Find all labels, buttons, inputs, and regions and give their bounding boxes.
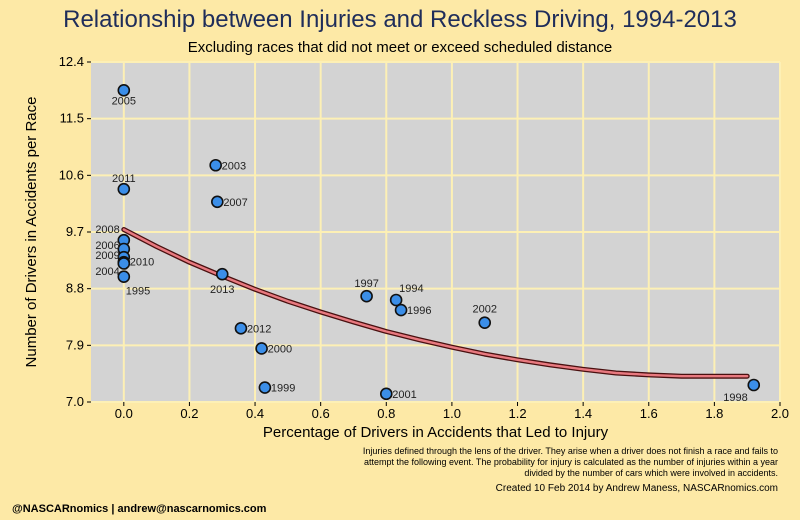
data-point: [478, 316, 492, 329]
footer-contact: @NASCARnomics | andrew@nascarnomics.com: [12, 503, 267, 515]
x-tick-label: 0.8: [377, 406, 395, 421]
data-point: [255, 342, 268, 355]
trend-line-core: [122, 228, 749, 378]
y-tick-label: 12.4: [59, 54, 84, 69]
data-point-label: 1996: [407, 305, 431, 317]
chart-subtitle: Excluding races that did not meet or exc…: [187, 39, 613, 56]
data-point: [234, 322, 248, 335]
y-tick-label: 7.0: [66, 394, 84, 409]
data-point: [379, 387, 393, 401]
x-tick-label: 1.4: [574, 406, 592, 421]
data-point-label: 2004: [95, 266, 119, 278]
data-point: [117, 257, 131, 270]
x-tick-label: 2.0: [771, 406, 789, 421]
y-tick-label: 11.5: [60, 111, 84, 126]
data-point-label: 2000: [268, 343, 292, 355]
data-point: [209, 158, 222, 172]
x-tick-label: 1.8: [705, 406, 723, 421]
data-point-label: 1994: [399, 283, 423, 295]
credit-line: Created 10 Feb 2014 by Andrew Maness, NA…: [495, 483, 778, 494]
data-point: [389, 293, 403, 307]
data-point-label: 2006: [95, 240, 119, 252]
data-point-label: 2013: [210, 284, 234, 296]
data-point-label: 1997: [354, 278, 378, 290]
x-axis-label: Percentage of Drivers in Accidents that …: [263, 424, 609, 441]
data-point: [117, 84, 131, 97]
x-tick-label: 1.0: [443, 406, 461, 421]
data-point: [215, 267, 229, 281]
x-tick-label: 0.2: [180, 406, 198, 421]
data-point-label: 1995: [126, 286, 150, 298]
y-tick-label: 9.7: [66, 224, 84, 239]
data-point: [117, 270, 131, 284]
data-point-label: 2005: [112, 95, 136, 107]
data-point: [747, 378, 761, 392]
data-point-label: 1999: [271, 383, 295, 395]
data-point-label: 2011: [112, 173, 136, 185]
trend-line: [121, 227, 750, 379]
axis-ticks: 0.0 0.2 0.4 0.6 0.8 1.0 1.2 1.4 1.6 1.8 2.0 7.0 7.9 8…: [59, 54, 789, 421]
data-point: [258, 381, 272, 394]
data-point: [117, 182, 131, 196]
data-point-label: 2007: [223, 197, 247, 209]
y-tick-label: 7.9: [66, 337, 84, 352]
y-tick-label: 10.6: [59, 167, 84, 182]
data-point: [360, 289, 373, 303]
data-point: [394, 303, 408, 317]
data-point-label: 2003: [222, 160, 246, 172]
data-point-label: 2008: [95, 224, 119, 236]
x-tick-label: 1.2: [508, 406, 526, 421]
injury-definition-note: Injuries defined through the lens of the…: [362, 446, 778, 478]
data-point: [211, 195, 224, 209]
data-point-label: 2012: [247, 323, 271, 335]
y-tick-label: 8.8: [66, 281, 84, 296]
x-tick-label: 1.6: [640, 406, 658, 421]
y-axis-label: Number of Drivers in Accidents per Race: [23, 97, 40, 368]
data-point-label: 2010: [130, 256, 154, 268]
x-tick-label: 0.4: [246, 406, 264, 421]
x-tick-label: 0.0: [115, 406, 133, 421]
data-point-label: 2001: [392, 389, 416, 401]
data-point-label: 1998: [723, 392, 747, 404]
data-point-label: 2009: [95, 250, 119, 262]
chart-title: Relationship between Injuries and Reckle…: [63, 6, 737, 33]
x-tick-label: 0.6: [312, 406, 330, 421]
data-point-label: 2002: [472, 304, 496, 316]
